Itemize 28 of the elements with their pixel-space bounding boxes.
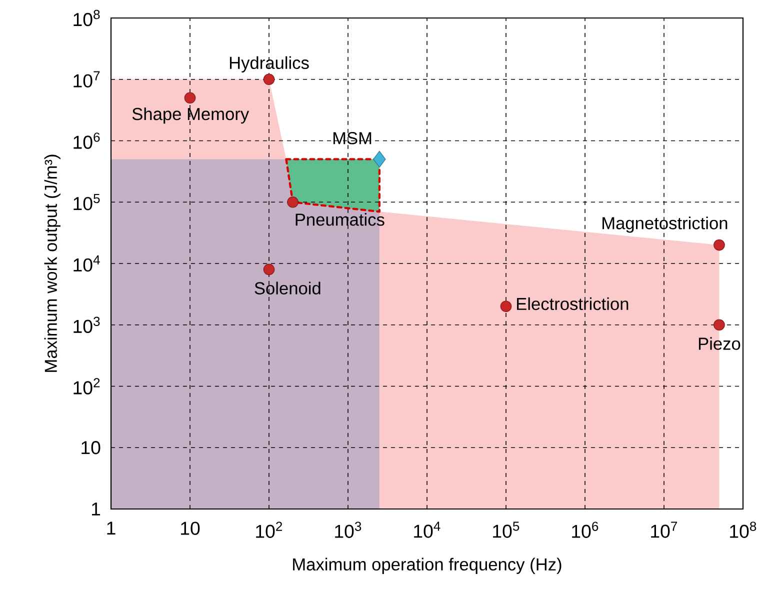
annotation: Electrostriction	[517, 297, 628, 310]
y-axis-title: Maximum work output (J/m³)	[44, 154, 60, 372]
annotation: Magnetostriction	[602, 216, 728, 233]
x-tick-label: 10$^{2}$	[256, 522, 282, 538]
annotation: Solenoid	[254, 282, 320, 294]
x-tick-label: 10$^{3}$	[335, 522, 362, 538]
x-tick-label: 10$^{8}$	[730, 522, 756, 538]
annotation: Hydraulics	[230, 56, 309, 72]
annotation: Pneumatics	[296, 213, 384, 226]
annotation: MSM	[333, 132, 372, 144]
y-tick-label: 10	[82, 441, 100, 454]
y-tick-label: 10$^{8}$	[74, 10, 100, 26]
x-tick-label: 10$^{7}$	[651, 522, 678, 538]
x-tick-label: 10$^{4}$	[414, 522, 440, 538]
x-tick-label: 10	[181, 522, 200, 535]
y-tick-label: 10$^{5}$	[74, 194, 100, 210]
annotation: Piezo	[698, 337, 740, 350]
y-tick-label: 10$^{6}$	[74, 132, 100, 149]
y-tick-label: 10$^{2}$	[74, 378, 100, 394]
x-tick-label: 10$^{5}$	[493, 522, 520, 538]
y-tick-label: 1	[92, 502, 100, 516]
x-tick-label: 1	[107, 522, 116, 535]
y-tick-label: 10$^{4}$	[74, 255, 100, 272]
y-tick-label: 10$^{7}$	[74, 71, 100, 88]
y-tick-label: 10$^{3}$	[74, 316, 100, 334]
x-axis-title: Maximum operation frequency (Hz)	[293, 558, 562, 574]
annotation: Shape Memory	[132, 107, 250, 124]
x-tick-label: 10$^{6}$	[572, 522, 598, 538]
